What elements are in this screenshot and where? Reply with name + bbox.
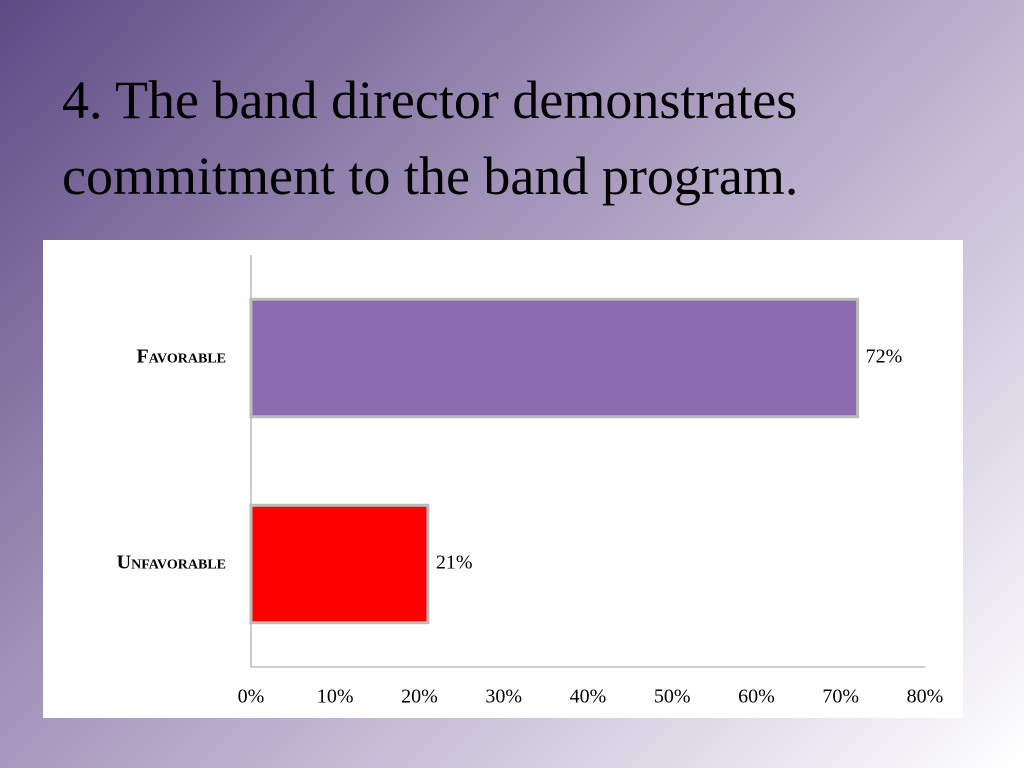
x-tick-label: 10%: [317, 686, 354, 708]
bar: [249, 503, 430, 625]
x-tick-label: 70%: [822, 686, 859, 708]
x-tick-label: 30%: [485, 686, 522, 708]
value-label: 21%: [436, 552, 473, 574]
y-tick-label: Unfavorable: [117, 552, 226, 574]
y-tick-label: Favorable: [137, 346, 226, 368]
x-tick-label: 40%: [570, 686, 607, 708]
bar: [249, 297, 860, 419]
x-tick-label: 20%: [401, 686, 438, 708]
value-label: 72%: [866, 346, 903, 368]
x-tick-label: 80%: [907, 686, 944, 708]
slide-title: 4. The band director demonstrates commit…: [62, 70, 799, 206]
x-tick-label: 0%: [238, 686, 265, 708]
x-tick-label: 60%: [738, 686, 775, 708]
x-tick-label: 50%: [654, 686, 691, 708]
